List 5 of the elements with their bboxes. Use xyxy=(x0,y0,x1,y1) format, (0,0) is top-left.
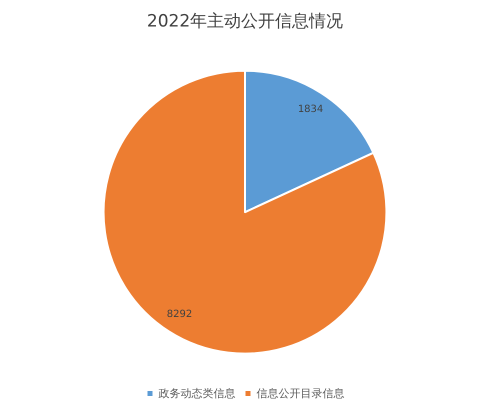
legend-label: 政务动态类信息 xyxy=(158,387,236,400)
data-label: 1834 xyxy=(298,104,324,116)
data-label: 8292 xyxy=(166,309,192,320)
chart-title: 2022年主动公开信息情况 xyxy=(146,12,344,32)
legend-label: 信息公开目录信息 xyxy=(256,387,344,400)
